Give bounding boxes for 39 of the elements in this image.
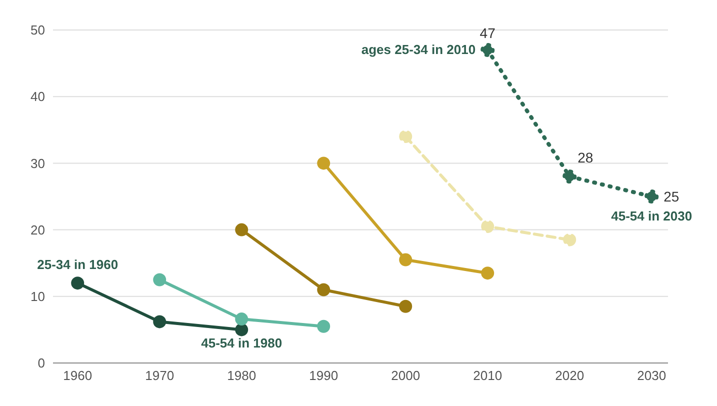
point	[235, 323, 248, 336]
point	[644, 190, 659, 204]
annotation: ages 25-34 in 2010	[361, 42, 476, 57]
annotation: 45-54 in 1980	[201, 336, 282, 351]
x-tick-label: 1980	[227, 368, 256, 384]
y-tick-label: 30	[30, 156, 45, 171]
annotation: 25-34 in 1960	[37, 257, 118, 272]
point	[235, 312, 248, 326]
point	[399, 253, 412, 266]
y-tick-label: 50	[30, 22, 45, 38]
point	[71, 276, 84, 290]
y-tick-label: 20	[30, 222, 45, 238]
point	[153, 273, 166, 286]
point	[562, 170, 577, 184]
point	[317, 156, 330, 170]
point	[235, 223, 248, 236]
point	[399, 300, 412, 313]
x-tick-label: 2000	[391, 368, 420, 384]
x-tick-label: 2010	[473, 368, 502, 384]
data-label: 28	[578, 150, 594, 166]
point	[317, 320, 330, 333]
point	[563, 233, 576, 246]
x-tick-label: 1990	[309, 368, 338, 384]
x-tick-label: 2030	[637, 368, 666, 384]
point	[481, 220, 494, 233]
point	[480, 42, 495, 57]
x-tick-label: 1970	[145, 368, 174, 384]
data-label: 47	[480, 24, 496, 41]
point	[481, 266, 494, 280]
y-tick-label: 0	[38, 356, 45, 371]
point	[153, 315, 166, 328]
point	[317, 283, 330, 296]
y-tick-label: 10	[30, 289, 45, 304]
annotation: 45-54 in 2030	[611, 208, 692, 224]
x-tick-label: 1960	[63, 368, 92, 384]
data-label: 25	[664, 188, 680, 204]
x-tick-label: 2020	[555, 368, 584, 384]
y-tick-label: 40	[30, 89, 45, 104]
point	[399, 130, 412, 144]
